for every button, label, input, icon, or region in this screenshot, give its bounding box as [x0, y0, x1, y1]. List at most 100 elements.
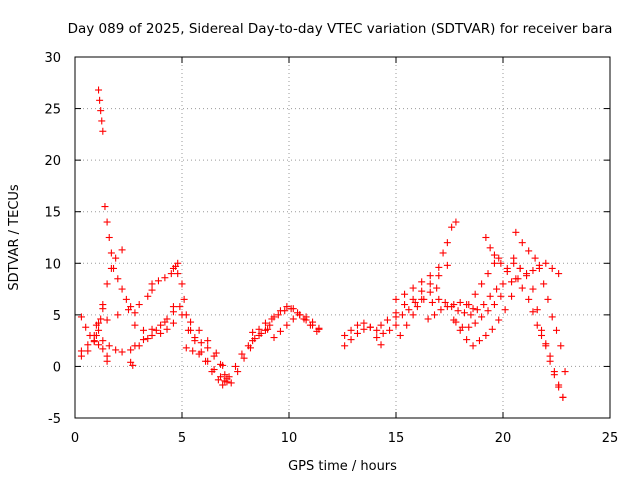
x-axis-label: GPS time / hours [288, 459, 397, 474]
data-point [373, 326, 381, 334]
data-point [347, 336, 355, 344]
data-point [418, 278, 426, 286]
data-point [495, 254, 503, 262]
data-point [486, 244, 494, 252]
data-point [418, 295, 426, 303]
data-point [129, 361, 137, 369]
data-point [454, 307, 462, 315]
series-track-24 [396, 284, 441, 339]
data-point [157, 321, 165, 329]
data-point [103, 218, 111, 226]
data-point [214, 376, 222, 384]
data-point [90, 338, 98, 346]
data-point [187, 318, 195, 326]
data-point [529, 267, 537, 275]
data-point [469, 342, 477, 350]
data-point [525, 295, 533, 303]
data-point [398, 311, 406, 319]
data-point [512, 228, 520, 236]
series-track-35 [503, 259, 563, 278]
plot-frame [74, 56, 611, 419]
data-point [546, 352, 554, 360]
data-point [95, 86, 103, 94]
series-track-1 [95, 86, 107, 135]
data-point [443, 239, 451, 247]
series-track-29 [450, 275, 522, 350]
data-point [169, 303, 177, 311]
data-point [533, 306, 541, 314]
data-point [373, 334, 381, 342]
data-point [559, 393, 567, 401]
y-tick-label: 20 [44, 154, 61, 169]
series-track-10 [131, 319, 177, 350]
data-point [413, 303, 421, 311]
data-point [484, 270, 492, 278]
data-point [84, 347, 92, 355]
data-point [553, 326, 560, 334]
data-point [497, 259, 505, 267]
data-point [360, 325, 368, 333]
series-track-21 [341, 319, 385, 349]
series-track-16 [182, 344, 227, 389]
data-point [508, 278, 516, 286]
data-point [255, 325, 263, 333]
data-point [154, 277, 162, 285]
data-point [148, 331, 156, 339]
data-point [261, 319, 269, 327]
series-track-31 [482, 234, 516, 286]
data-point [495, 316, 503, 324]
data-point [234, 368, 242, 376]
data-point [139, 326, 147, 334]
data-point [249, 337, 257, 345]
data-point [435, 272, 443, 280]
data-point [497, 292, 505, 300]
x-tick-label: 10 [281, 431, 298, 446]
data-point [471, 319, 479, 327]
data-point [353, 329, 361, 337]
data-point [518, 239, 526, 247]
series-track-34 [512, 275, 567, 401]
data-point [167, 270, 175, 278]
data-point [82, 323, 90, 331]
data-point [341, 342, 349, 350]
data-point [456, 298, 464, 306]
data-point [482, 331, 490, 339]
data-point [178, 280, 186, 288]
data-point [276, 327, 284, 335]
data-point [131, 321, 139, 329]
x-tick-label: 15 [388, 431, 405, 446]
data-point [555, 381, 563, 389]
data-point [289, 315, 297, 323]
data-point [493, 285, 501, 293]
data-point [484, 307, 492, 315]
data-point [169, 264, 177, 272]
data-point [217, 360, 225, 368]
data-point [208, 368, 216, 376]
data-point [525, 247, 533, 255]
data-point [114, 311, 122, 319]
data-point [105, 234, 113, 241]
data-point [516, 264, 524, 272]
data-point [557, 342, 565, 350]
data-point [401, 290, 409, 298]
data-point [174, 270, 182, 278]
data-point [360, 319, 368, 327]
data-point [499, 280, 507, 288]
data-point [114, 275, 122, 283]
data-point [139, 336, 147, 344]
data-point [84, 341, 92, 349]
data-point [433, 284, 441, 292]
data-point [469, 305, 477, 313]
data-point [431, 311, 439, 319]
data-point [428, 298, 436, 306]
data-point [379, 329, 387, 337]
data-point [424, 315, 432, 323]
data-point [405, 306, 413, 314]
data-point [435, 263, 443, 271]
data-point [490, 251, 498, 259]
data-point [531, 254, 539, 262]
data-point [475, 337, 483, 345]
data-point [131, 342, 139, 350]
data-point [161, 274, 169, 282]
